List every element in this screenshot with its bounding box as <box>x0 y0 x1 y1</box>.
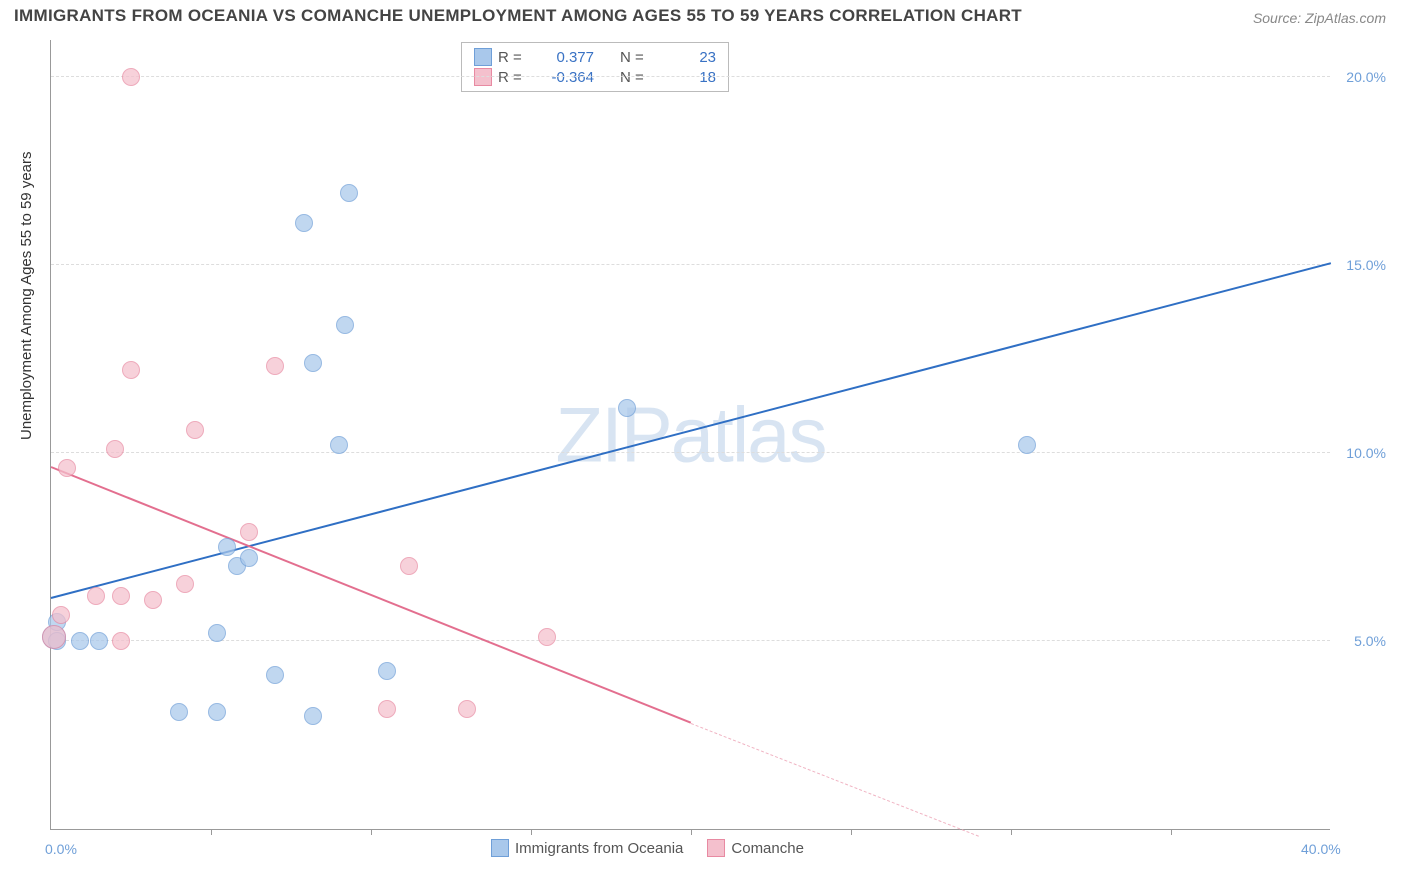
x-tick <box>371 829 372 835</box>
legend-label-series1: Immigrants from Oceania <box>515 840 683 857</box>
y-tick-label: 5.0% <box>1354 633 1386 649</box>
y-axis-label: Unemployment Among Ages 55 to 59 years <box>18 151 35 440</box>
data-point <box>400 557 418 575</box>
gridline-horizontal <box>51 264 1330 265</box>
r-label: R = <box>498 69 532 86</box>
data-point <box>304 707 322 725</box>
data-point <box>336 316 354 334</box>
y-tick-label: 15.0% <box>1346 257 1386 273</box>
data-point <box>618 399 636 417</box>
data-point <box>340 184 358 202</box>
x-tick <box>531 829 532 835</box>
data-point <box>208 703 226 721</box>
legend-item-series2: Comanche <box>707 839 804 857</box>
data-point <box>122 361 140 379</box>
r-value-series2: -0.364 <box>538 69 594 86</box>
data-point <box>58 459 76 477</box>
data-point <box>295 214 313 232</box>
data-point <box>378 700 396 718</box>
data-point <box>176 575 194 593</box>
data-point <box>240 523 258 541</box>
data-point <box>458 700 476 718</box>
trend-line <box>51 262 1332 599</box>
x-tick <box>691 829 692 835</box>
data-point <box>266 357 284 375</box>
trend-line <box>691 723 979 837</box>
data-point <box>106 440 124 458</box>
data-point <box>1018 436 1036 454</box>
x-tick <box>1011 829 1012 835</box>
data-point <box>378 662 396 680</box>
data-point <box>538 628 556 646</box>
data-point <box>304 354 322 372</box>
legend-swatch-series1 <box>474 48 492 66</box>
y-tick-label: 20.0% <box>1346 69 1386 85</box>
gridline-horizontal <box>51 640 1330 641</box>
y-tick-label: 10.0% <box>1346 445 1386 461</box>
correlation-legend: R = 0.377 N = 23 R = -0.364 N = 18 <box>461 42 729 92</box>
x-tick <box>851 829 852 835</box>
data-point <box>52 606 70 624</box>
data-point <box>90 632 108 650</box>
data-point <box>208 624 226 642</box>
data-point <box>170 703 188 721</box>
legend-row-series2: R = -0.364 N = 18 <box>474 67 716 87</box>
n-value-series2: 18 <box>660 69 716 86</box>
data-point <box>186 421 204 439</box>
chart-title: IMMIGRANTS FROM OCEANIA VS COMANCHE UNEM… <box>14 6 1022 26</box>
data-point <box>330 436 348 454</box>
data-point <box>112 632 130 650</box>
series-legend: Immigrants from Oceania Comanche <box>491 839 804 857</box>
data-point <box>71 632 89 650</box>
gridline-horizontal <box>51 76 1330 77</box>
data-point <box>240 549 258 567</box>
x-tick <box>211 829 212 835</box>
data-point <box>266 666 284 684</box>
data-point <box>144 591 162 609</box>
data-point <box>122 68 140 86</box>
x-tick-label: 40.0% <box>1301 841 1341 857</box>
plot-area: ZIPatlas R = 0.377 N = 23 R = -0.364 N =… <box>50 40 1330 830</box>
x-tick <box>1171 829 1172 835</box>
data-point <box>112 587 130 605</box>
r-value-series1: 0.377 <box>538 49 594 66</box>
r-label: R = <box>498 49 532 66</box>
legend-label-series2: Comanche <box>731 840 804 857</box>
n-label: N = <box>620 49 654 66</box>
n-value-series1: 23 <box>660 49 716 66</box>
legend-item-series1: Immigrants from Oceania <box>491 839 683 857</box>
legend-swatch-series1 <box>491 839 509 857</box>
watermark-text: ZIPatlas <box>555 389 825 480</box>
x-tick-label: 0.0% <box>45 841 77 857</box>
n-label: N = <box>620 69 654 86</box>
legend-swatch-series2 <box>707 839 725 857</box>
gridline-horizontal <box>51 452 1330 453</box>
data-point <box>87 587 105 605</box>
data-point <box>218 538 236 556</box>
data-point <box>42 625 66 649</box>
legend-swatch-series2 <box>474 68 492 86</box>
legend-row-series1: R = 0.377 N = 23 <box>474 47 716 67</box>
source-attribution: Source: ZipAtlas.com <box>1253 10 1386 26</box>
